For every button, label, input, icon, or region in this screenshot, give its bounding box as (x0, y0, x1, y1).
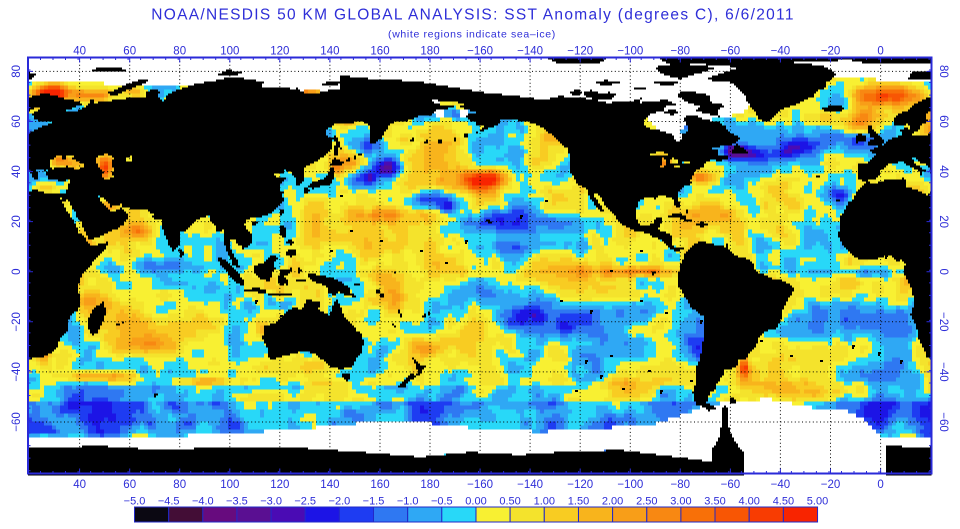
svg-text:0: 0 (937, 268, 949, 274)
svg-text:0: 0 (877, 46, 883, 58)
svg-text:3.00: 3.00 (670, 496, 691, 508)
svg-text:60: 60 (123, 46, 136, 58)
svg-text:−40: −40 (11, 362, 23, 382)
svg-text:−3.0: −3.0 (260, 496, 282, 508)
svg-text:1.00: 1.00 (534, 496, 555, 508)
svg-text:−2.5: −2.5 (294, 496, 316, 508)
svg-text:−1.5: −1.5 (363, 496, 385, 508)
svg-text:1.50: 1.50 (568, 496, 589, 508)
svg-text:−100: −100 (617, 479, 643, 491)
svg-text:160: 160 (370, 46, 389, 58)
svg-text:−40: −40 (771, 479, 791, 491)
svg-text:−20: −20 (821, 46, 841, 58)
svg-text:0: 0 (877, 479, 883, 491)
svg-text:−60: −60 (721, 479, 741, 491)
svg-text:−60: −60 (721, 46, 741, 58)
svg-text:180: 180 (420, 46, 439, 58)
svg-text:60: 60 (11, 115, 23, 128)
svg-text:40: 40 (937, 165, 949, 178)
svg-text:80: 80 (11, 65, 23, 78)
svg-text:40: 40 (73, 479, 86, 491)
svg-text:NOAA/NESDIS 50 KM GLOBAL ANALY: NOAA/NESDIS 50 KM GLOBAL ANALYSIS: SST A… (151, 7, 795, 24)
svg-text:120: 120 (270, 46, 289, 58)
svg-text:−60: −60 (11, 412, 23, 432)
svg-text:40: 40 (11, 165, 23, 178)
svg-text:(white regions indicate sea–ic: (white regions indicate sea–ice) (388, 29, 556, 41)
svg-text:140: 140 (320, 479, 339, 491)
svg-text:−0.5: −0.5 (431, 496, 453, 508)
svg-text:20: 20 (11, 215, 23, 228)
svg-text:−20: −20 (11, 312, 23, 332)
svg-text:−3.5: −3.5 (226, 496, 248, 508)
svg-text:4.50: 4.50 (773, 496, 794, 508)
svg-text:−80: −80 (671, 46, 691, 58)
svg-text:5.00: 5.00 (807, 496, 828, 508)
svg-text:−20: −20 (821, 479, 841, 491)
svg-text:−120: −120 (567, 46, 593, 58)
svg-text:2.00: 2.00 (602, 496, 623, 508)
svg-text:−160: −160 (467, 479, 493, 491)
svg-text:−20: −20 (937, 312, 949, 332)
svg-text:3.50: 3.50 (704, 496, 725, 508)
svg-text:−40: −40 (771, 46, 791, 58)
svg-text:−4.0: −4.0 (192, 496, 214, 508)
svg-text:−140: −140 (517, 479, 543, 491)
svg-text:20: 20 (937, 215, 949, 228)
svg-text:−100: −100 (617, 46, 643, 58)
svg-text:−140: −140 (517, 46, 543, 58)
svg-text:120: 120 (270, 479, 289, 491)
svg-text:0.50: 0.50 (499, 496, 520, 508)
svg-text:−5.0: −5.0 (124, 496, 146, 508)
svg-text:0.00: 0.00 (465, 496, 486, 508)
svg-text:100: 100 (220, 46, 239, 58)
svg-text:80: 80 (937, 65, 949, 78)
svg-text:−60: −60 (937, 412, 949, 432)
svg-text:80: 80 (173, 479, 186, 491)
svg-text:40: 40 (73, 46, 86, 58)
svg-text:−80: −80 (671, 479, 691, 491)
svg-text:100: 100 (220, 479, 239, 491)
svg-text:−1.0: −1.0 (397, 496, 419, 508)
svg-text:180: 180 (420, 479, 439, 491)
svg-text:0: 0 (11, 268, 23, 274)
svg-text:−2.0: −2.0 (329, 496, 351, 508)
svg-text:−4.5: −4.5 (158, 496, 180, 508)
svg-text:−120: −120 (567, 479, 593, 491)
svg-text:4.00: 4.00 (738, 496, 759, 508)
svg-text:−40: −40 (937, 362, 949, 382)
svg-text:60: 60 (123, 479, 136, 491)
svg-text:−160: −160 (467, 46, 493, 58)
svg-text:140: 140 (320, 46, 339, 58)
svg-text:160: 160 (370, 479, 389, 491)
svg-text:60: 60 (937, 115, 949, 128)
svg-text:2.50: 2.50 (636, 496, 657, 508)
svg-text:80: 80 (173, 46, 186, 58)
